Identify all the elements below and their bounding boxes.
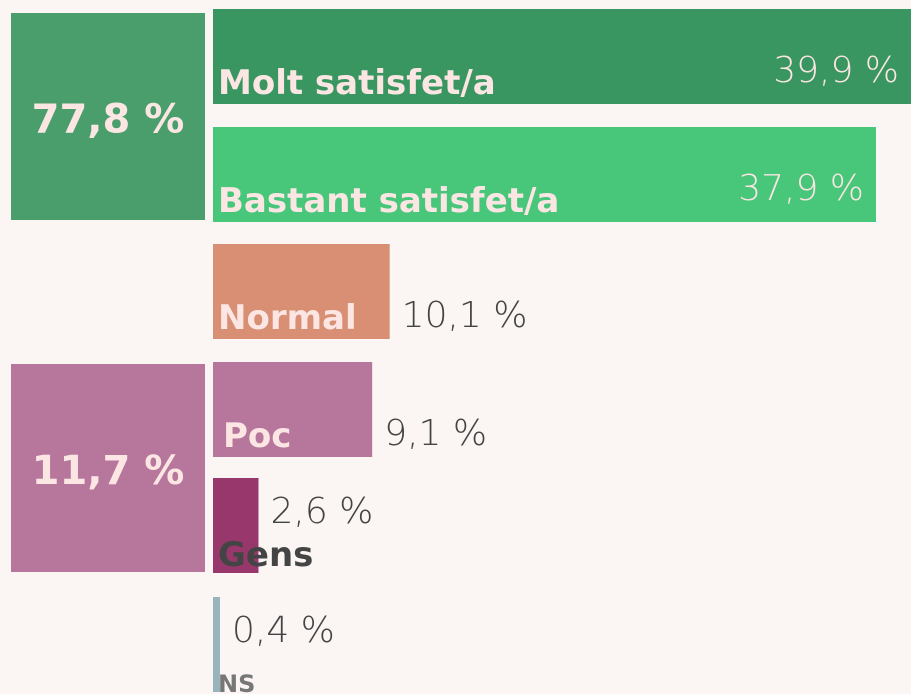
group-label: 77,8 % <box>32 97 185 143</box>
bar <box>213 478 259 573</box>
value-label: 0,4 % <box>232 610 335 651</box>
category-label: Molt satisfet/a <box>218 63 496 103</box>
value-label: 9,1 % <box>384 413 487 454</box>
bar <box>213 127 877 222</box>
category-label: Normal <box>218 298 357 338</box>
value-label: 39,9 % <box>773 50 899 91</box>
bar <box>213 244 390 339</box>
value-label: 10,1 % <box>402 295 528 336</box>
group-box <box>11 364 205 572</box>
group-label: 11,7 % <box>32 448 185 494</box>
value-label: 37,9 % <box>738 168 864 209</box>
bar <box>213 597 220 692</box>
bar <box>213 362 373 457</box>
category-label: Bastant satisfet/a <box>218 181 559 221</box>
group-box <box>11 13 205 220</box>
category-label: NS <box>218 670 255 694</box>
bar <box>213 9 911 104</box>
value-label: 2,6 % <box>270 491 373 532</box>
category-label: Gens <box>218 535 313 575</box>
category-label: Poc <box>223 416 291 456</box>
